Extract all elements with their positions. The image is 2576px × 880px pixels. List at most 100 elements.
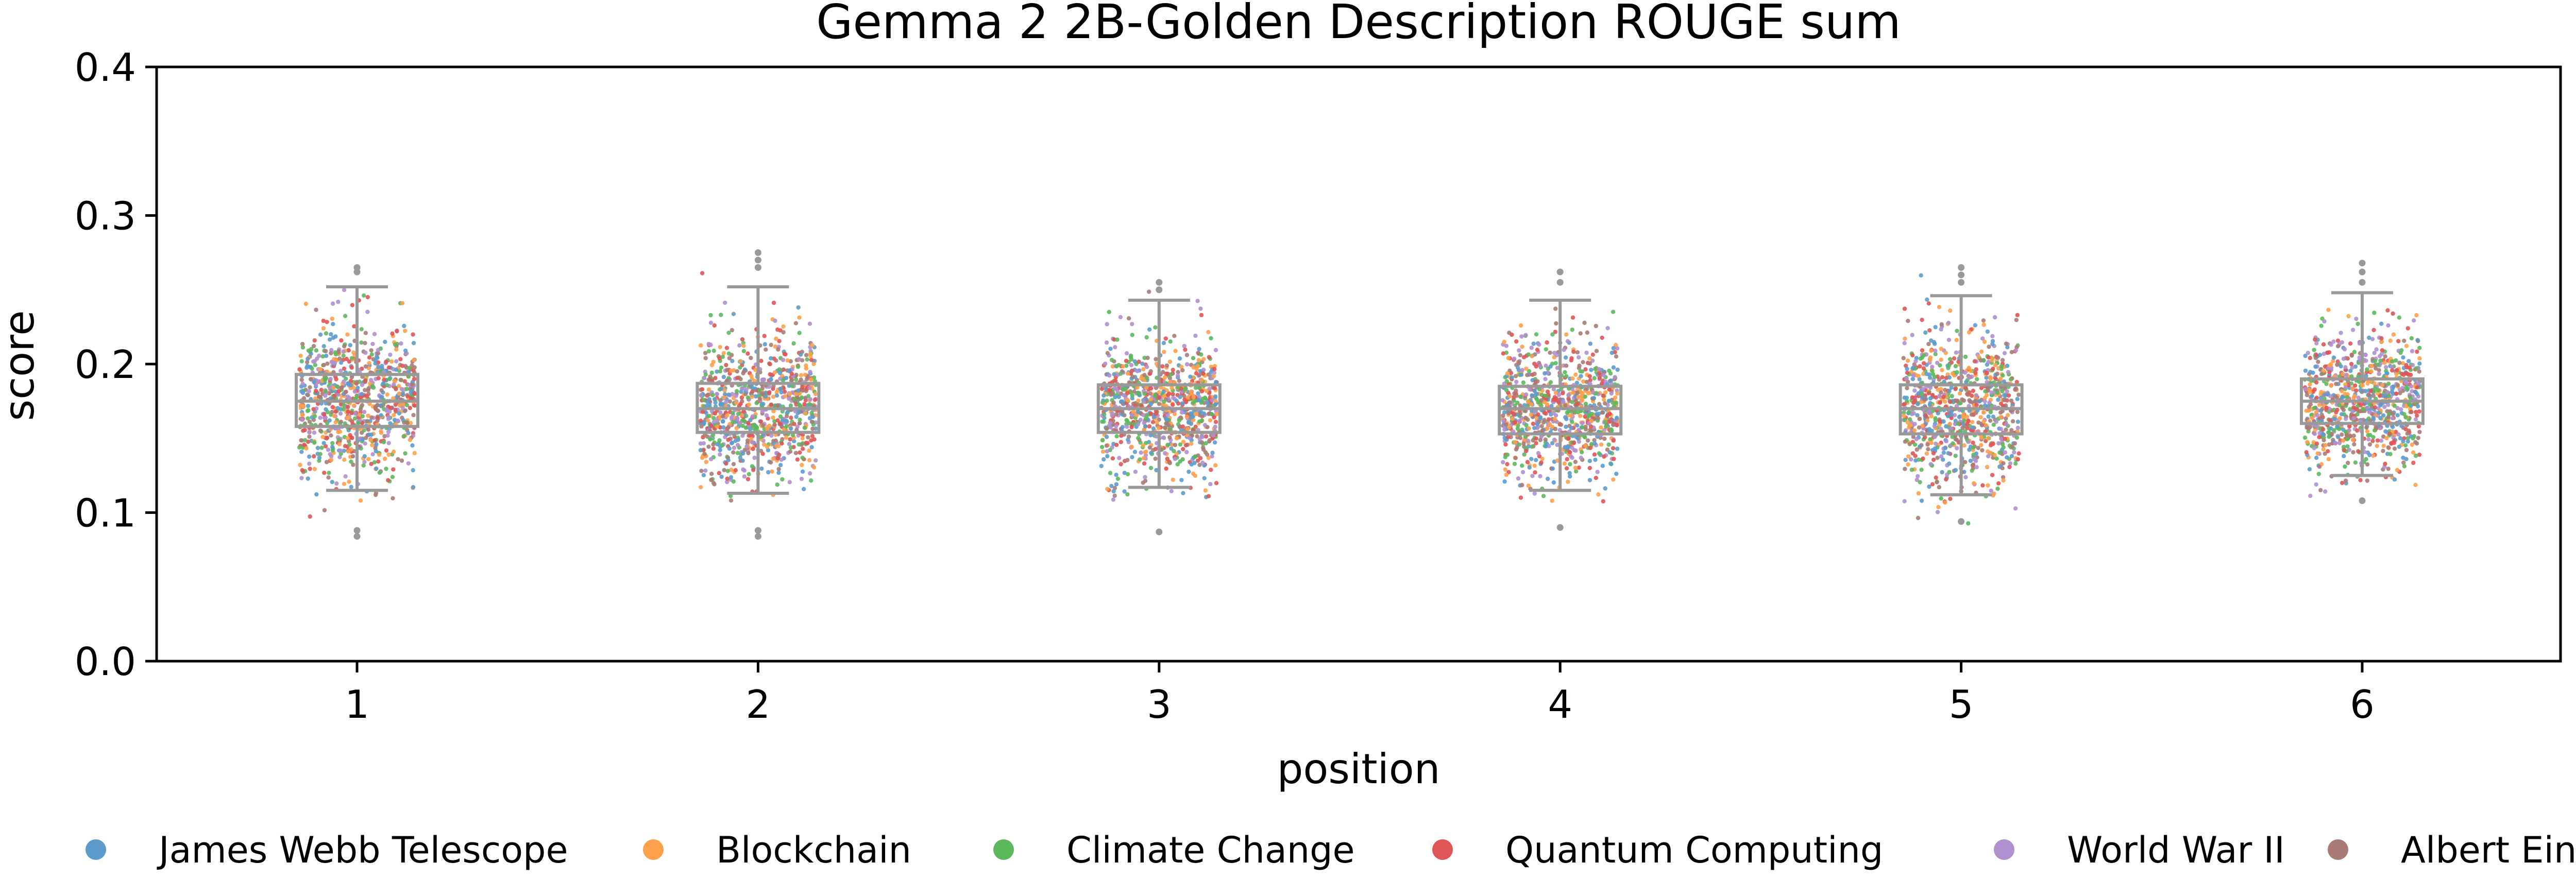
scatter-point xyxy=(1570,400,1574,404)
scatter-point xyxy=(363,350,368,355)
scatter-point xyxy=(2013,387,2018,392)
scatter-point xyxy=(2016,392,2021,397)
scatter-point xyxy=(344,356,349,361)
scatter-point xyxy=(1606,442,1611,447)
scatter-point xyxy=(376,459,381,464)
scatter-point xyxy=(761,423,766,428)
scatter-point xyxy=(338,420,344,424)
scatter-point xyxy=(760,452,765,456)
scatter-point xyxy=(1990,339,1995,343)
scatter-point xyxy=(1162,350,1166,354)
scatter-point xyxy=(1209,336,1213,341)
scatter-point xyxy=(764,413,769,418)
scatter-point xyxy=(1948,496,1953,501)
scatter-point xyxy=(1136,399,1141,403)
scatter-point xyxy=(795,365,801,369)
scatter-point xyxy=(299,450,304,454)
scatter-points-4 xyxy=(1500,306,1620,504)
scatter-point xyxy=(1504,388,1509,392)
scatter-point xyxy=(792,396,796,401)
scatter-point xyxy=(1910,395,1915,400)
scatter-point xyxy=(792,422,796,426)
scatter-point xyxy=(374,492,378,497)
scatter-point xyxy=(303,301,308,306)
scatter-point xyxy=(1172,411,1177,417)
scatter-point xyxy=(1906,319,1910,323)
scatter-point xyxy=(798,352,803,357)
scatter-point xyxy=(1512,356,1517,361)
scatter-point xyxy=(1527,369,1532,373)
scatter-point xyxy=(797,315,802,320)
scatter-point xyxy=(1114,442,1119,447)
scatter-point xyxy=(1566,396,1571,401)
scatter-point xyxy=(330,316,334,321)
scatter-point xyxy=(800,469,805,474)
scatter-point xyxy=(742,468,747,473)
scatter-point xyxy=(795,457,800,462)
scatter-point xyxy=(1210,451,1215,455)
scatter-point xyxy=(1209,412,1214,417)
scatter-point xyxy=(336,437,341,442)
scatter-point xyxy=(1953,387,1958,391)
scatter-point xyxy=(2412,318,2416,323)
scatter-point xyxy=(789,377,794,382)
scatter-point xyxy=(2001,478,2006,483)
scatter-point xyxy=(1500,398,1505,403)
scatter-point xyxy=(2406,359,2411,364)
scatter-point xyxy=(2006,393,2011,398)
scatter-point xyxy=(2308,382,2312,387)
scatter-point xyxy=(1979,443,1984,447)
scatter-point xyxy=(1534,364,1538,369)
scatter-point xyxy=(1902,306,1907,311)
scatter-point xyxy=(1970,425,1975,430)
scatter-point xyxy=(698,441,703,446)
scatter-point xyxy=(727,446,732,451)
scatter-point xyxy=(386,441,391,445)
scatter-point xyxy=(2305,440,2310,444)
scatter-point xyxy=(774,393,779,398)
scatter-point xyxy=(1129,425,1134,429)
scatter-point xyxy=(373,405,378,409)
scatter-point xyxy=(741,349,747,353)
scatter-point xyxy=(374,466,379,471)
scatter-point xyxy=(363,331,368,335)
scatter-point xyxy=(713,400,718,405)
scatter-point xyxy=(318,367,323,372)
scatter-point xyxy=(1518,403,1522,408)
scatter-point xyxy=(1928,385,1933,390)
scatter-point xyxy=(746,451,751,456)
scatter-point xyxy=(1967,398,1972,403)
scatter-point xyxy=(1904,376,1909,381)
scatter-point xyxy=(2314,341,2319,346)
scatter-point xyxy=(1126,434,1131,439)
scatter-point xyxy=(1920,318,1924,322)
scatter-point xyxy=(2015,419,2021,424)
scatter-point xyxy=(1199,377,1204,382)
scatter-point xyxy=(1580,421,1585,425)
scatter-point xyxy=(773,344,778,349)
scatter-point xyxy=(708,342,713,347)
scatter-point xyxy=(1998,376,2003,381)
scatter-point xyxy=(1908,417,1912,422)
scatter-point xyxy=(372,438,377,443)
scatter-point xyxy=(403,329,408,333)
scatter-point xyxy=(1585,330,1589,335)
scatter-point xyxy=(771,384,776,389)
scatter-point xyxy=(1136,409,1140,415)
scatter-point xyxy=(788,445,793,450)
scatter-point xyxy=(717,471,721,475)
scatter-point xyxy=(740,337,745,342)
scatter-point xyxy=(788,437,792,442)
scatter-point xyxy=(725,469,730,473)
scatter-point xyxy=(734,401,739,405)
scatter-point xyxy=(709,363,715,368)
scatter-point xyxy=(1583,414,1587,419)
scatter-point xyxy=(1953,413,1957,418)
scatter-point xyxy=(706,444,711,449)
scatter-point xyxy=(1963,354,1968,359)
scatter-point xyxy=(2375,438,2380,443)
scatter-point xyxy=(1111,497,1116,502)
scatter-point xyxy=(711,349,716,353)
scatter-point xyxy=(402,420,406,425)
scatter-point xyxy=(2351,450,2355,455)
